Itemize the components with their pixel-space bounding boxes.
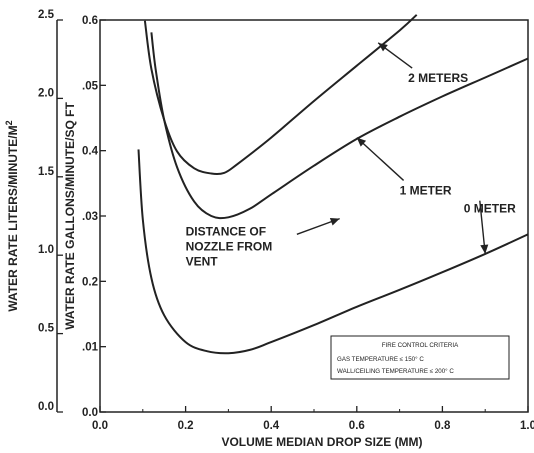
annotation-label: 0 METER — [464, 202, 516, 216]
y-outer-tick-label: 2.0 — [38, 87, 54, 99]
y-axis-outer-title: WATER RATE LITERS/MINUTE/M2 — [4, 120, 20, 311]
annotation-arrowhead — [480, 244, 489, 254]
annotations-group: 2 METERS 1 METER 0 METER DISTANCE OFNOZZLE … — [186, 42, 516, 269]
x-tick-label: 0.6 — [349, 420, 365, 432]
x-tick-label: 1.0 — [520, 420, 534, 432]
criteria-box-line-1: GAS TEMPERATURE ≤ 150° C — [337, 356, 424, 363]
y-outer-tick-label: 1.5 — [38, 166, 55, 178]
y-outer-tick-label: 2.5 — [38, 9, 55, 21]
x-tick-label: 0.2 — [178, 420, 194, 432]
series-line-2-meters — [143, 14, 418, 176]
x-axis-title: VOLUME MEDIAN DROP SIZE (MM) — [221, 435, 422, 449]
y-inner-tick-label: 0.6 — [82, 15, 98, 27]
x-tick-label: 0.4 — [263, 420, 280, 432]
annotation-label: 1 METER — [400, 183, 452, 197]
annotation-label-line: DISTANCE OF — [186, 225, 266, 239]
annotation-arrowhead — [329, 218, 340, 226]
y-inner-tick-label: 0.0 — [82, 407, 98, 419]
series-group — [137, 14, 529, 355]
criteria-box-line-2: WALL/CEILING TEMPERATURE ≤ 200° C — [337, 368, 454, 375]
series-line-0-meter — [137, 149, 529, 355]
y-ticks-inner: 0.0 .01 0.2 .03 0.4 .05 0.6 — [82, 15, 106, 419]
x-ticks: 0.0 0.2 0.4 0.6 0.8 1.0 — [92, 406, 534, 432]
series-line-1-meter — [150, 32, 529, 220]
y-ticks-outer: 0.0 0.5 1.0 1.5 2.0 2.5 — [38, 9, 63, 413]
x-tick-label: 0.8 — [434, 420, 451, 432]
y-inner-tick-label: .05 — [82, 80, 99, 92]
criteria-box-frame — [330, 335, 510, 380]
annotation-label-line: VENT — [186, 255, 219, 269]
y-inner-tick-label: .03 — [82, 211, 98, 223]
y-inner-tick-label: .01 — [82, 342, 99, 354]
y-inner-tick-label: 0.4 — [82, 146, 99, 158]
y-axis-inner-title: WATER RATE GALLONS/MINUTE/SQ FT — [63, 102, 77, 330]
annotation-label: 2 METERS — [408, 71, 468, 85]
y-inner-tick-label: 0.2 — [82, 276, 98, 288]
annotation-arrowhead — [356, 137, 367, 147]
y-outer-tick-label: 0.0 — [38, 401, 54, 413]
x-tick-label: 0.0 — [92, 420, 108, 432]
y-outer-tick-label: 0.5 — [38, 323, 55, 335]
criteria-box-title: FIRE CONTROL CRITERIA — [382, 342, 459, 349]
y-outer-tick-label: 1.0 — [38, 244, 54, 256]
annotation-arrow-line — [356, 137, 405, 181]
annotation-arrowhead — [378, 42, 388, 52]
annotation-label-line: NOZZLE FROM — [186, 240, 273, 254]
criteria-box: FIRE CONTROL CRITERIA GAS TEMPERATURE ≤ … — [330, 335, 510, 380]
